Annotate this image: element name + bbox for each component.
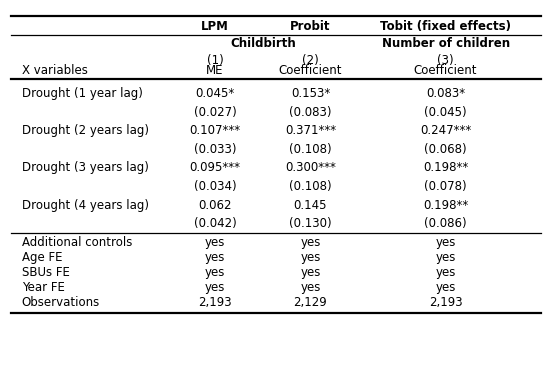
- Text: (1): (1): [206, 54, 224, 67]
- Text: yes: yes: [300, 251, 321, 264]
- Text: 0.371***: 0.371***: [285, 124, 336, 137]
- Text: (0.130): (0.130): [289, 217, 332, 230]
- Text: Observations: Observations: [22, 296, 100, 309]
- Text: ME: ME: [206, 65, 224, 77]
- Text: 0.247***: 0.247***: [420, 124, 471, 137]
- Text: Additional controls: Additional controls: [22, 236, 132, 249]
- Text: yes: yes: [436, 251, 456, 264]
- Text: (0.033): (0.033): [194, 143, 236, 156]
- Text: 2,193: 2,193: [429, 296, 463, 309]
- Text: (0.027): (0.027): [194, 106, 236, 119]
- Text: (2): (2): [302, 54, 319, 67]
- Text: (0.108): (0.108): [289, 143, 332, 156]
- Text: Drought (1 year lag): Drought (1 year lag): [22, 87, 142, 100]
- Text: yes: yes: [205, 236, 225, 249]
- Text: 0.198**: 0.198**: [423, 199, 468, 212]
- Text: Age FE: Age FE: [22, 251, 62, 264]
- Text: Drought (3 years lag): Drought (3 years lag): [22, 161, 148, 174]
- Text: 0.145: 0.145: [294, 199, 327, 212]
- Text: 0.300***: 0.300***: [285, 161, 336, 174]
- Text: (0.045): (0.045): [424, 106, 467, 119]
- Text: X variables: X variables: [22, 65, 88, 77]
- Text: 0.083*: 0.083*: [426, 87, 465, 100]
- Text: Childbirth: Childbirth: [230, 37, 296, 50]
- Text: (0.068): (0.068): [424, 143, 467, 156]
- Text: Tobit (fixed effects): Tobit (fixed effects): [380, 20, 511, 33]
- Text: Drought (2 years lag): Drought (2 years lag): [22, 124, 148, 137]
- Text: (0.086): (0.086): [424, 217, 467, 230]
- Text: yes: yes: [300, 282, 321, 294]
- Text: 2,193: 2,193: [198, 296, 232, 309]
- Text: 0.045*: 0.045*: [195, 87, 235, 100]
- Text: 0.198**: 0.198**: [423, 161, 468, 174]
- Text: yes: yes: [205, 266, 225, 279]
- Text: Drought (4 years lag): Drought (4 years lag): [22, 199, 148, 212]
- Text: (0.034): (0.034): [194, 180, 236, 193]
- Text: yes: yes: [436, 282, 456, 294]
- Text: 0.062: 0.062: [198, 199, 232, 212]
- Text: (0.083): (0.083): [289, 106, 332, 119]
- Text: yes: yes: [300, 266, 321, 279]
- Text: SBUs FE: SBUs FE: [22, 266, 70, 279]
- Text: 0.095***: 0.095***: [189, 161, 241, 174]
- Text: Probit: Probit: [290, 20, 331, 33]
- Text: yes: yes: [205, 282, 225, 294]
- Text: LPM: LPM: [201, 20, 229, 33]
- Text: yes: yes: [300, 236, 321, 249]
- Text: yes: yes: [436, 236, 456, 249]
- Text: yes: yes: [436, 266, 456, 279]
- Text: (0.078): (0.078): [424, 180, 467, 193]
- Text: yes: yes: [205, 251, 225, 264]
- Text: 2,129: 2,129: [294, 296, 327, 309]
- Text: (0.042): (0.042): [194, 217, 236, 230]
- Text: (0.108): (0.108): [289, 180, 332, 193]
- Text: 0.107***: 0.107***: [189, 124, 241, 137]
- Text: Coefficient: Coefficient: [414, 65, 477, 77]
- Text: 0.153*: 0.153*: [291, 87, 330, 100]
- Text: Coefficient: Coefficient: [279, 65, 342, 77]
- Text: (3): (3): [437, 54, 454, 67]
- Text: Year FE: Year FE: [22, 282, 65, 294]
- Text: Number of children: Number of children: [381, 37, 509, 50]
